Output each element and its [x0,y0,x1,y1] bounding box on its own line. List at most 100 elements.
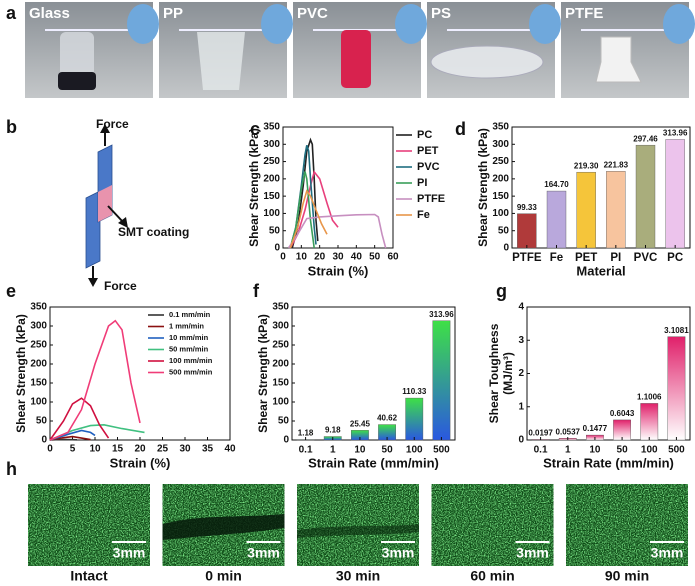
bar [667,336,686,441]
y-tick-label: 50 [278,416,290,427]
y-tick-label: 100 [272,397,289,408]
y-tick-label: 50 [269,225,281,236]
legend-label: 500 mm/min [169,367,213,376]
x-tick-label: 10 [354,445,366,456]
series-line [49,319,141,441]
y-tick-label: 350 [263,122,280,133]
legend-label: 10 mm/min [169,333,209,342]
x-tick-label: 10 [589,445,601,456]
x-tick-label: 20 [314,252,326,263]
photo: PTFE [561,2,695,98]
y-tick-label: 300 [492,139,509,150]
bar [613,419,631,441]
x-tick-label: 40 [351,252,363,263]
series-line [289,171,315,249]
panel-letter: a [6,3,17,23]
arrow-head [88,278,98,287]
force-label: Force [104,279,137,293]
substrate-lower [85,190,101,269]
x-tick-label: 30 [332,252,344,263]
scale-label: 3mm [247,545,280,561]
x-tick-label: 25 [157,444,169,455]
y-axis-unit: (MJ/m³) [501,352,515,395]
bar [517,213,537,249]
y-tick-label: 100 [30,397,47,408]
x-tick-label: 100 [641,445,658,456]
y-tick-label: 50 [498,225,510,236]
value-label: 164.70 [544,180,569,189]
value-label: 297.46 [633,134,658,143]
y-tick-label: 150 [492,191,509,202]
panel-letter: d [455,119,466,139]
plot-frame [291,306,456,441]
y-tick-label: 4 [518,302,524,313]
scratch [297,524,419,538]
legend-label: PVC [417,161,440,173]
x-tick-label: 40 [224,444,236,455]
value-label: 99.33 [517,203,538,212]
y-tick-label: 300 [272,321,289,332]
photo-label: PP [163,5,183,22]
arrow-head [100,124,110,133]
x-tick-label: 50 [382,445,394,456]
x-tick-label: 500 [668,445,685,456]
micrograph: 3mm [297,484,419,566]
y-tick-label: 250 [492,156,509,167]
value-label: 1.18 [298,429,314,438]
y-tick-label: 100 [492,208,509,219]
y-tick-label: 150 [272,378,289,389]
value-label: 0.6043 [610,409,635,418]
hand [395,4,427,44]
micrograph: 3mm [28,484,150,566]
image-noise [566,484,688,566]
y-tick-label: 250 [30,340,47,351]
x-tick-label: 50 [369,252,381,263]
photo-label: Glass [29,5,70,22]
y-tick-label: 250 [263,156,280,167]
pvc-strip [341,30,371,88]
y-tick-label: 0 [503,243,509,254]
x-tick-label: PVC [634,252,658,264]
photo-label: PS [431,5,451,22]
scale-label: 3mm [382,545,415,561]
y-tick-label: 300 [263,139,280,150]
x-tick-label: PTFE [512,252,542,264]
value-label: 40.62 [377,414,398,423]
panel-letter: b [6,117,17,137]
image-label: 0 min [205,568,242,584]
image-label: 30 min [336,568,380,584]
panel-letter: f [253,281,260,301]
x-tick-label: 15 [112,444,124,455]
coating [98,185,112,222]
y-tick-label: 200 [263,173,280,184]
x-tick-label: 0.1 [299,445,313,456]
x-tick-label: PET [575,252,597,264]
bar [405,397,424,441]
value-label: 313.96 [663,129,688,138]
x-tick-label: PI [610,252,621,264]
x-tick-label: 35 [202,444,214,455]
y-tick-label: 50 [36,416,48,427]
x-tick-label: 0 [280,252,286,263]
photo: Glass [25,2,159,98]
legend-label: PET [417,145,439,157]
bar [432,320,451,441]
y-axis-label: Shear Strength (kPa) [476,128,490,247]
photo: PS [427,2,561,98]
x-axis-label: Strain Rate (mm/min) [543,455,674,470]
hand [127,4,159,44]
x-tick-label: 0 [47,444,53,455]
image-label: 60 min [470,568,514,584]
x-tick-label: 10 [89,444,101,455]
value-label: 0.0537 [556,427,581,436]
series-line [287,213,387,249]
x-tick-label: 500 [433,445,450,456]
x-axis-label: Strain (%) [110,455,171,470]
x-axis-label: Material [576,263,625,278]
y-tick-label: 0 [518,435,524,446]
x-tick-label: 10 [296,252,308,263]
series-line [49,429,96,441]
vial-cap [58,72,96,90]
x-tick-label: 1 [330,445,336,456]
value-label: 25.45 [350,419,371,428]
